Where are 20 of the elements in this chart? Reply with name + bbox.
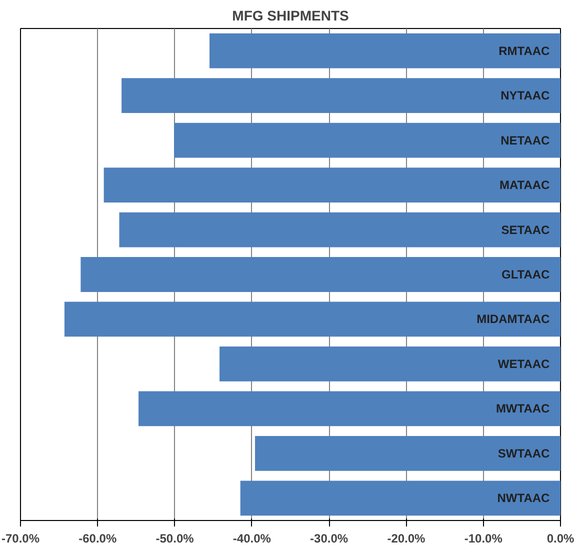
y-tick-label: MWTAAC [496, 402, 550, 416]
x-tick-label: -70.0% [1, 532, 40, 546]
x-tick-label: -50.0% [156, 532, 194, 546]
x-tick-label: -30.0% [310, 532, 348, 546]
x-tick-label: -20.0% [387, 532, 426, 546]
chart-title: MFG SHIPMENTS [232, 8, 349, 24]
x-tick-label: -10.0% [464, 532, 503, 546]
y-tick-label: WETAAC [498, 356, 550, 371]
y-tick-label: SETAAC [501, 222, 550, 237]
y-tick-label: MIDAMTAAC [476, 312, 550, 326]
y-tick-label: MATAAC [499, 178, 550, 192]
y-tick-label: NWTAAC [497, 491, 550, 506]
y-tick-label: NETAAC [500, 133, 550, 148]
y-tick-label: SWTAAC [498, 446, 550, 460]
y-tick-label: GLTAAC [501, 268, 550, 282]
x-tick-label: -40.0% [232, 532, 272, 546]
x-tick-label: 0.0% [546, 532, 575, 546]
y-tick-label: NYTAAC [500, 88, 550, 103]
x-tick-label: -60.0% [78, 532, 117, 546]
y-tick-label: RMTAAC [498, 44, 550, 58]
